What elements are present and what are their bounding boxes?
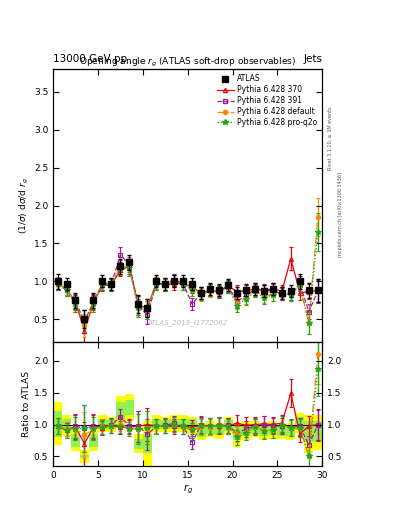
ATLAS bbox=[190, 281, 195, 287]
ATLAS bbox=[172, 278, 176, 284]
ATLAS bbox=[100, 278, 105, 284]
Text: Rivet 3.1.10, ≥ 3M events: Rivet 3.1.10, ≥ 3M events bbox=[328, 106, 333, 170]
ATLAS bbox=[163, 281, 167, 287]
ATLAS bbox=[235, 290, 239, 296]
ATLAS bbox=[118, 263, 123, 269]
ATLAS bbox=[208, 286, 213, 292]
Text: 13000 GeV pp: 13000 GeV pp bbox=[53, 54, 127, 64]
Y-axis label: Ratio to ATLAS: Ratio to ATLAS bbox=[22, 371, 31, 437]
ATLAS bbox=[199, 290, 204, 296]
ATLAS bbox=[109, 281, 114, 287]
Y-axis label: $(1/\sigma)\ \mathrm{d}\sigma/\mathrm{d}\ r_g$: $(1/\sigma)\ \mathrm{d}\sigma/\mathrm{d}… bbox=[18, 177, 31, 234]
ATLAS bbox=[279, 290, 284, 296]
ATLAS bbox=[244, 287, 248, 293]
ATLAS bbox=[181, 278, 185, 284]
ATLAS bbox=[288, 288, 293, 294]
ATLAS bbox=[262, 288, 266, 294]
ATLAS bbox=[226, 282, 230, 288]
ATLAS bbox=[154, 278, 159, 284]
ATLAS bbox=[145, 305, 150, 311]
ATLAS bbox=[316, 287, 320, 293]
Text: ATLAS_2019_I1772062: ATLAS_2019_I1772062 bbox=[147, 319, 228, 326]
Title: Opening angle $r_g$ (ATLAS soft-drop observables): Opening angle $r_g$ (ATLAS soft-drop obs… bbox=[79, 56, 296, 69]
ATLAS bbox=[217, 287, 221, 293]
ATLAS bbox=[307, 287, 311, 293]
Text: Jets: Jets bbox=[303, 54, 322, 64]
Line: ATLAS: ATLAS bbox=[55, 260, 321, 322]
Text: mcplots.cern.ch [arXiv:1306.3436]: mcplots.cern.ch [arXiv:1306.3436] bbox=[338, 173, 343, 258]
ATLAS bbox=[64, 281, 69, 287]
ATLAS bbox=[82, 316, 87, 322]
Legend: ATLAS, Pythia 6.428 370, Pythia 6.428 391, Pythia 6.428 default, Pythia 6.428 pr: ATLAS, Pythia 6.428 370, Pythia 6.428 39… bbox=[214, 71, 320, 130]
ATLAS bbox=[253, 286, 257, 292]
ATLAS bbox=[136, 301, 141, 307]
ATLAS bbox=[73, 297, 78, 303]
ATLAS bbox=[127, 259, 132, 265]
ATLAS bbox=[298, 278, 302, 284]
ATLAS bbox=[270, 286, 275, 292]
X-axis label: $r_g$: $r_g$ bbox=[183, 482, 193, 496]
ATLAS bbox=[55, 278, 60, 284]
ATLAS bbox=[91, 297, 96, 303]
